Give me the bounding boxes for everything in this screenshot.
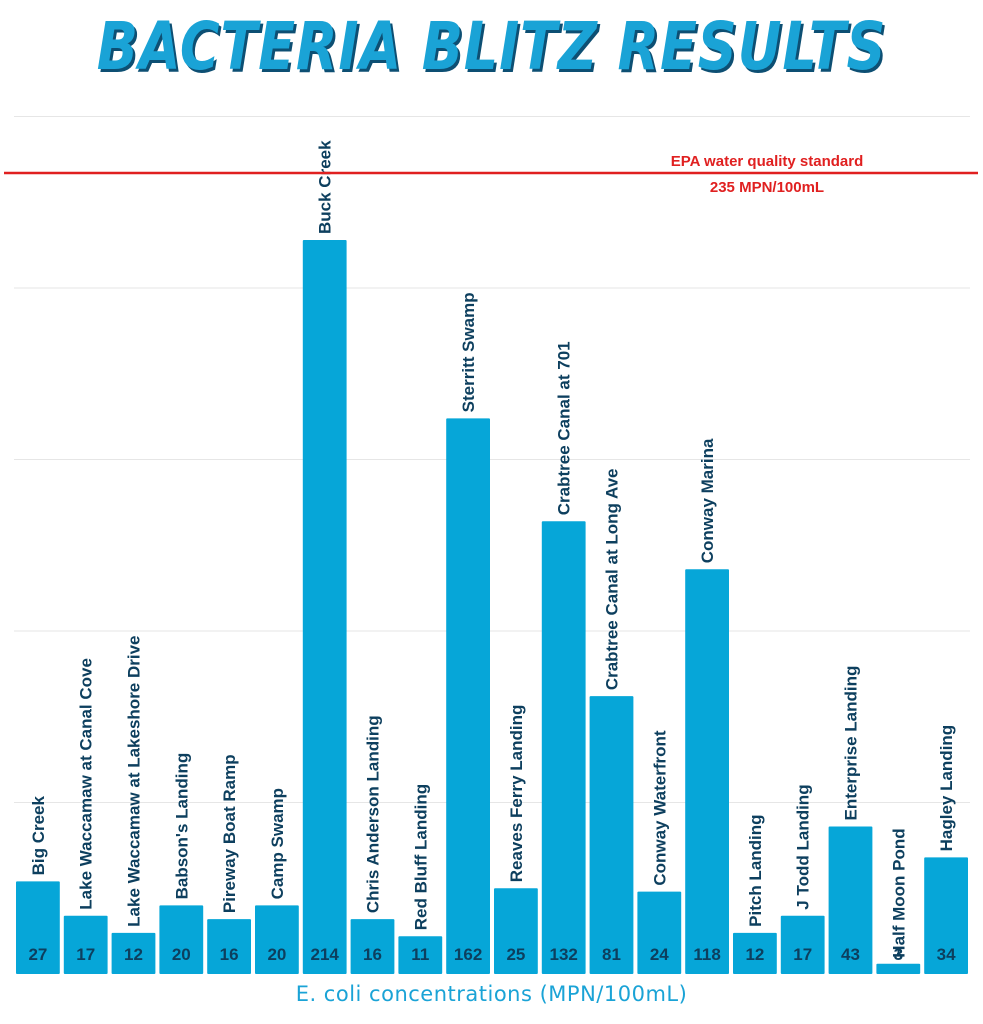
value-label: 214 — [311, 945, 340, 964]
category-label: Conway Marina — [698, 438, 717, 563]
value-label: 12 — [124, 945, 143, 964]
bar — [446, 418, 490, 975]
category-label: J Todd Landing — [794, 784, 813, 909]
bar — [876, 963, 921, 974]
category-label: Lake Waccamaw at Canal Cove — [77, 658, 96, 910]
category-label: Crabtree Canal at 701 — [555, 341, 574, 515]
value-label: 3 — [894, 945, 903, 964]
category-label: Sterritt Swamp — [459, 292, 478, 412]
category-label: Hagley Landing — [937, 725, 956, 852]
category-label: Enterprise Landing — [842, 666, 861, 821]
value-label: 24 — [650, 945, 669, 964]
bar — [637, 891, 682, 974]
bar — [350, 919, 395, 974]
category-label: Lake Waccamaw at Lakeshore Drive — [125, 635, 144, 926]
reference-line-group: EPA water quality standard 235 MPN/100mL — [4, 153, 978, 196]
category-label: Camp Swamp — [268, 788, 287, 899]
value-label: 25 — [506, 945, 525, 964]
bars: 27 Big Creek 17 Lake Waccamaw at Canal Cove… — [16, 140, 968, 975]
reference-line-label: EPA water quality standard — [671, 153, 864, 170]
category-label: Pireway Boat Ramp — [220, 754, 239, 913]
bar — [159, 905, 204, 974]
bar — [207, 919, 251, 974]
bar — [494, 888, 538, 974]
bar — [16, 881, 60, 974]
value-label: 81 — [602, 945, 621, 964]
bar — [255, 905, 299, 974]
category-label: Reaves Ferry Landing — [507, 705, 526, 883]
bar — [924, 857, 968, 974]
value-label: 162 — [454, 945, 482, 964]
value-label: 11 — [411, 945, 429, 964]
category-label: Buck Creek — [316, 140, 335, 234]
value-label: 20 — [172, 945, 191, 964]
value-label: 132 — [550, 945, 578, 964]
bar — [828, 826, 873, 974]
value-label: 43 — [841, 945, 860, 964]
category-label: Red Bluff Landing — [411, 784, 430, 930]
reference-line-sublabel: 235 MPN/100mL — [710, 179, 824, 196]
value-label: 17 — [76, 945, 95, 964]
category-label: Half Moon Pond — [889, 828, 908, 957]
chart-title: BACTERIA BLITZ RESULTS — [96, 8, 887, 85]
bar — [111, 932, 156, 974]
bar — [398, 936, 443, 974]
bar — [63, 915, 108, 974]
value-label: 34 — [937, 945, 956, 964]
value-label: 16 — [220, 945, 239, 964]
value-label: 118 — [693, 945, 720, 964]
category-label: Big Creek — [29, 795, 48, 875]
bar — [780, 915, 825, 974]
category-label: Chris Anderson Landing — [364, 715, 383, 913]
gridlines — [14, 116, 970, 803]
bar — [589, 696, 634, 974]
bar — [302, 239, 347, 975]
category-label: Crabtree Canal at Long Ave — [603, 468, 622, 690]
value-label: 16 — [363, 945, 382, 964]
value-label: 20 — [267, 945, 286, 964]
category-label: Pitch Landing — [746, 814, 765, 926]
x-axis-label: E. coli concentrations (MPN/100mL) — [295, 982, 688, 1006]
value-label: 17 — [793, 945, 812, 964]
bar — [733, 932, 777, 974]
bar — [685, 569, 729, 974]
value-label: 27 — [28, 945, 47, 964]
bar — [541, 521, 586, 974]
category-label: Conway Waterfront — [650, 730, 669, 886]
category-label: Babson's Landing — [172, 753, 191, 900]
value-label: 12 — [745, 945, 764, 964]
